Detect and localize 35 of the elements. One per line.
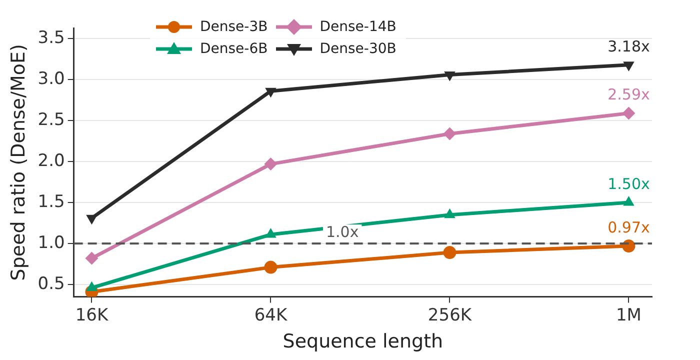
x-axis-title: Sequence length [282, 330, 444, 353]
ref-line-label: 1.0x [326, 222, 359, 241]
x-tick-label: 1M [616, 305, 642, 326]
legend-label: Dense-3B [200, 19, 268, 35]
point [623, 196, 634, 206]
point [85, 252, 98, 265]
legend-label: Dense-30B [320, 41, 396, 57]
y-tick-label: 2.0 [38, 151, 65, 171]
y-tick-label: 3.0 [38, 69, 65, 90]
y-tick-label: 3.5 [38, 28, 65, 48]
point [444, 208, 456, 218]
legend-label: Dense-6B [200, 41, 268, 57]
y-tick-label: 2.5 [38, 110, 65, 130]
data-label: 1.50x [608, 174, 650, 193]
x-tick-label: 16K [75, 305, 109, 326]
point [264, 260, 278, 274]
point [265, 228, 276, 238]
y-axis-title: Speed ratio (Dense/MoE) [7, 44, 30, 281]
point [86, 281, 98, 292]
point [444, 71, 456, 82]
x-tick-label: 256K [428, 305, 472, 326]
x-tick-label: 64K [254, 305, 288, 326]
point [443, 127, 456, 140]
y-tick-label: 0.5 [38, 274, 65, 294]
data-label: 3.18x [608, 37, 650, 56]
data-label: 0.97x [608, 218, 650, 236]
point [622, 106, 636, 120]
y-tick-label: 1.0 [38, 232, 65, 253]
legend-label: Dense-14B [320, 19, 396, 35]
data-label: 2.59x [608, 86, 650, 104]
point [623, 62, 634, 72]
point [443, 246, 456, 260]
y-tick-label: 1.5 [38, 192, 65, 212]
point [264, 158, 278, 171]
point [265, 88, 276, 98]
